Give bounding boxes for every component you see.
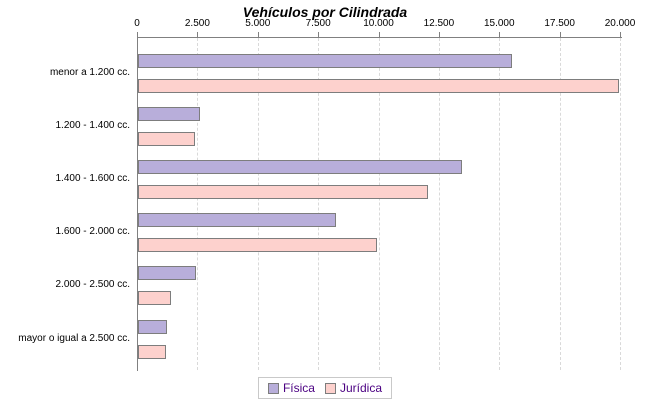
legend-swatch-icon [324,382,336,394]
x-axis-tick-mark [499,32,501,37]
legend-item: Física [267,381,315,395]
legend-swatch-icon [267,382,279,394]
bar-fisica [138,319,167,334]
legend-wrap: Física Jurídica [0,377,650,399]
gridline [559,38,561,370]
x-axis-tick-mark [438,32,440,37]
x-axis-tick-label: 5.000 [245,18,271,29]
legend-label: Jurídica [339,381,383,395]
x-axis-tick-mark [318,32,320,37]
x-axis-tick-mark [620,32,621,37]
category-label: 2.000 - 2.500 cc. [55,279,131,291]
bar-juridica [138,79,619,93]
bar-fisica [138,213,337,228]
x-axis-tick-label: 0 [134,18,140,29]
bar-juridica [138,132,195,147]
category-label: 1.600 - 2.000 cc. [55,226,131,238]
gridline [438,38,440,370]
legend-item: Jurídica [324,381,383,395]
x-axis-tick-mark [257,32,259,37]
x-axis-tick-label: 12.500 [423,18,455,29]
category-label: mayor o igual a 2.500 cc. [18,332,130,344]
gridline [197,38,199,370]
bar-juridica [138,344,166,359]
x-axis-line [137,37,622,38]
bar-fisica [138,266,196,281]
gridline [378,38,380,370]
bar-juridica [138,185,428,200]
gridline [257,38,259,370]
bar-fisica [138,54,513,68]
x-axis-tick-mark [137,32,138,37]
x-axis-tick-label: 7.500 [305,18,331,29]
legend: Física Jurídica [257,377,393,399]
x-axis-tick-label: 15.000 [483,18,515,29]
x-axis-tick-mark [197,32,199,37]
x-axis-tick-label: 17.500 [544,18,575,29]
x-axis-tick-mark [378,32,380,37]
bar-fisica [138,107,200,122]
category-label: menor a 1.200 cc. [49,67,130,78]
bar-juridica [138,291,171,306]
x-axis-tick-label: 2.500 [184,18,210,29]
gridline [499,38,501,370]
x-axis-tick-label: 10.000 [363,18,394,29]
y-axis-line [137,37,138,371]
legend-label: Física [282,381,315,395]
bar-juridica [138,238,378,253]
chart-title: Vehículos por Cilindrada [242,4,408,20]
bar-fisica [138,160,462,175]
category-label: 1.200 - 1.400 cc. [55,120,131,132]
category-label: 1.400 - 1.600 cc. [55,173,131,185]
gridline [620,38,621,370]
gridline [318,38,320,370]
x-axis-tick-mark [559,32,561,37]
x-axis-tick-label: 20.000 [604,18,636,29]
